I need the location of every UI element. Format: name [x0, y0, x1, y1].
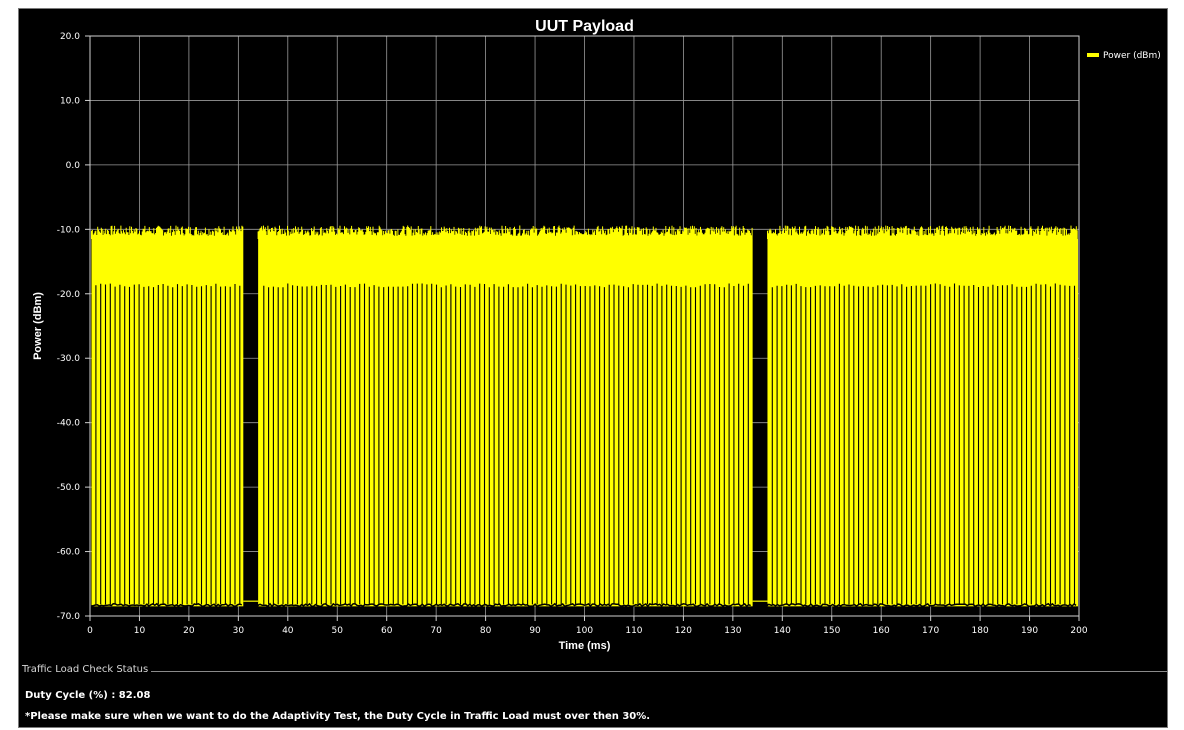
- status-group-label: Traffic Load Check Status: [19, 664, 152, 675]
- y-tick-label: -60.0: [57, 548, 81, 558]
- x-tick-label: 0: [87, 626, 93, 636]
- duty-cycle-readout: Duty Cycle (%) : 82.08: [25, 690, 151, 701]
- signal-peak-noise: [767, 225, 1078, 239]
- noise-floor-trace: [90, 602, 243, 608]
- x-tick-label: 20: [183, 626, 195, 636]
- x-tick-label: 30: [233, 626, 245, 636]
- x-tick-label: 10: [134, 626, 146, 636]
- y-axis-label: Power (dBm): [32, 292, 44, 360]
- legend-swatch: [1087, 53, 1099, 57]
- x-tick-label: 170: [922, 626, 939, 636]
- x-tick-label: 180: [972, 626, 989, 636]
- signal-peak-noise: [91, 225, 244, 239]
- x-tick-label: 60: [381, 626, 393, 636]
- noise-floor-trace: [766, 602, 1077, 608]
- y-tick-label: -30.0: [57, 354, 81, 364]
- y-tick-label: 20.0: [60, 32, 80, 42]
- x-tick-label: 160: [873, 626, 890, 636]
- legend-label: Power (dBm): [1103, 51, 1161, 61]
- y-tick-label: -50.0: [57, 483, 81, 493]
- x-tick-label: 150: [823, 626, 840, 636]
- noise-floor-trace: [257, 602, 752, 608]
- y-tick-label: -40.0: [57, 419, 81, 429]
- x-tick-label: 140: [774, 626, 791, 636]
- adaptivity-note: *Please make sure when we want to do the…: [25, 711, 651, 722]
- x-tick-label: 190: [1021, 626, 1038, 636]
- x-tick-label: 200: [1070, 626, 1087, 636]
- y-tick-label: -10.0: [57, 225, 81, 235]
- x-tick-label: 120: [675, 626, 692, 636]
- x-tick-label: 40: [282, 626, 294, 636]
- power-chart: 0 10 20 30 40 50 60 70 80 90 100 110 120 130 140 150 160…: [32, 18, 1161, 652]
- x-tick-label: 80: [480, 626, 492, 636]
- chart-window: 0 10 20 30 40 50 60 70 80 90 100 110 120 130 140 150 160…: [18, 8, 1168, 728]
- x-tick-label: 110: [625, 626, 642, 636]
- x-tick-label: 90: [529, 626, 541, 636]
- x-axis-label: Time (ms): [559, 640, 611, 652]
- chart-panel: 0 10 20 30 40 50 60 70 80 90 100 110 120 130 140 150 160…: [19, 9, 1167, 669]
- y-tick-label: -20.0: [57, 290, 81, 300]
- signal-burst-block: [258, 239, 753, 607]
- x-tick-label: 100: [576, 626, 593, 636]
- signal-peak-noise: [257, 225, 753, 239]
- y-tick-label: -70.0: [57, 612, 81, 622]
- chart-title: UUT Payload: [535, 18, 634, 35]
- y-tick-label: 10.0: [60, 96, 80, 106]
- inter-frame-gaps: [95, 283, 1076, 605]
- traffic-load-status-panel: Traffic Load Check Status Duty Cycle (%)…: [19, 664, 1167, 728]
- y-tick-label: 0.0: [66, 161, 81, 171]
- x-tick-label: 50: [332, 626, 344, 636]
- x-tick-label: 130: [724, 626, 741, 636]
- x-tick-label: 70: [430, 626, 442, 636]
